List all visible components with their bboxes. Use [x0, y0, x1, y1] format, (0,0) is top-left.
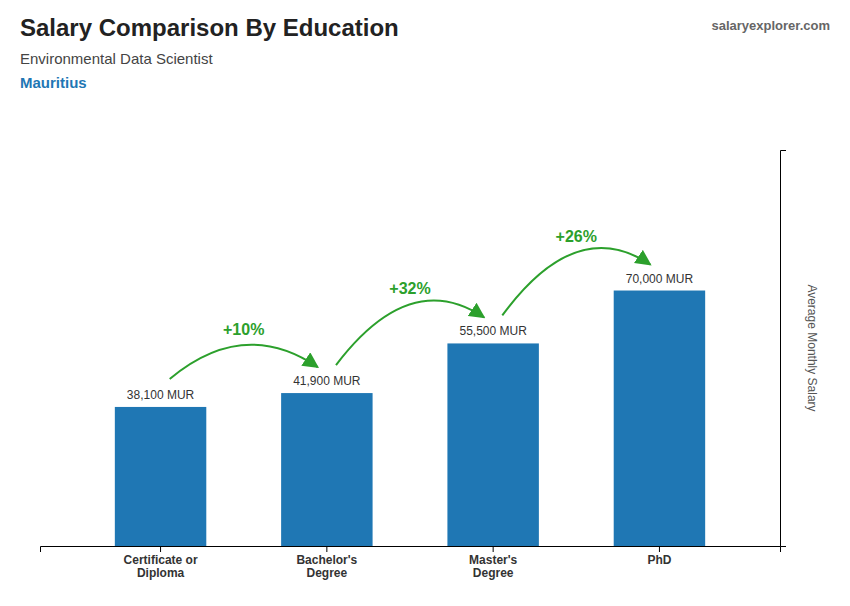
change-arrow [502, 248, 650, 315]
x-tick-label: Master'sDegree [469, 553, 518, 581]
bar [115, 407, 206, 546]
change-label: +32% [389, 280, 430, 297]
change-arrow [336, 301, 484, 366]
y-axis-title: Average Monthly Salary [805, 284, 819, 411]
location: Mauritius [20, 74, 87, 91]
chart-svg: Salary Comparison By Education Environmen… [0, 0, 850, 606]
x-tick: Master'sDegree [469, 546, 518, 580]
x-tick-label-line: Degree [473, 566, 514, 580]
data-label: 38,100 MUR [127, 388, 195, 402]
x-tick-label-line: Master's [469, 553, 518, 567]
x-axis-line [41, 547, 781, 553]
data-label: 55,500 MUR [459, 324, 527, 338]
bar [447, 343, 538, 546]
y-axis-line [781, 151, 787, 547]
data-labels: 38,100 MUR 41,900 MUR 55,500 MUR 70,000 MUR [127, 272, 694, 402]
x-tick-mark [659, 546, 660, 552]
bars [115, 291, 705, 546]
data-label: 70,000 MUR [626, 272, 694, 286]
title: Salary Comparison By Education [20, 14, 399, 41]
change-arrow [170, 345, 318, 379]
x-tick-label-line: Bachelor's [296, 553, 357, 567]
x-axis: Certificate orDiplomaBachelor'sDegreeMas… [41, 546, 781, 580]
annotations: +10% +32% +26% [170, 228, 651, 379]
bar [614, 291, 705, 546]
x-tick: Bachelor'sDegree [296, 546, 357, 580]
x-tick-mark [493, 546, 494, 552]
x-tick: Certificate orDiploma [124, 546, 198, 580]
x-tick-label-line: Degree [307, 566, 348, 580]
x-tick-mark [160, 546, 161, 552]
x-tick-label-line: Diploma [137, 566, 185, 580]
subtitle: Environmental Data Scientist [20, 50, 213, 67]
x-tick-label: Certificate orDiploma [124, 553, 198, 581]
change-label: +26% [556, 228, 597, 245]
bar [281, 393, 372, 546]
change-label: +10% [223, 321, 264, 338]
x-tick: PhD [647, 546, 671, 567]
plot: Certificate orDiplomaBachelor'sDegreeMas… [41, 151, 820, 581]
x-tick-label: Bachelor'sDegree [296, 553, 357, 581]
watermark: salaryexplorer.com [711, 18, 830, 33]
data-label: 41,900 MUR [293, 374, 361, 388]
y-axis [781, 151, 787, 547]
x-tick-label-line: PhD [647, 553, 671, 567]
x-tick-label: PhD [647, 553, 671, 567]
x-tick-label-line: Certificate or [124, 553, 198, 567]
x-tick-mark [326, 546, 327, 552]
